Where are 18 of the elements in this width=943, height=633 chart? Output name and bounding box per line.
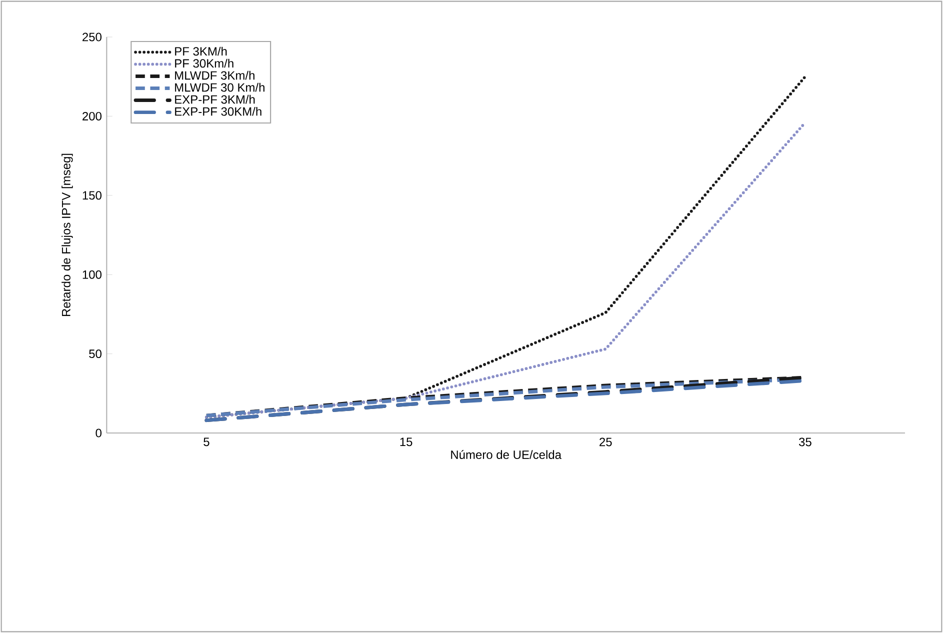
y-tick-label: 100: [82, 270, 102, 279]
y-tick-label: 0: [96, 428, 102, 438]
y-axis-title: Retardo de Flujos IPTV [mseg]: [62, 154, 73, 316]
x-tick-label: 35: [799, 438, 812, 446]
legend-label: EXP-PF 3KM/h: [175, 94, 255, 104]
legend-label: MLWDF 3Km/h: [175, 70, 254, 80]
y-tick-label: 200: [82, 112, 102, 120]
legend-label: PF 3KM/h: [175, 46, 227, 56]
legend-label: MLWDF 30 Km/h: [175, 82, 264, 92]
x-tick-label: 5: [204, 438, 210, 446]
legend-label: PF 30Km/h: [175, 58, 234, 68]
y-tick-label: 50: [89, 350, 102, 358]
y-tick-label: 150: [82, 191, 102, 200]
x-axis-title: Número de UE/celda: [451, 450, 562, 459]
x-tick-label: 25: [600, 438, 612, 446]
y-tick-label: 250: [82, 32, 102, 42]
legend-label: EXP-PF 30KM/h: [175, 106, 262, 116]
x-tick-label: 15: [400, 438, 412, 446]
